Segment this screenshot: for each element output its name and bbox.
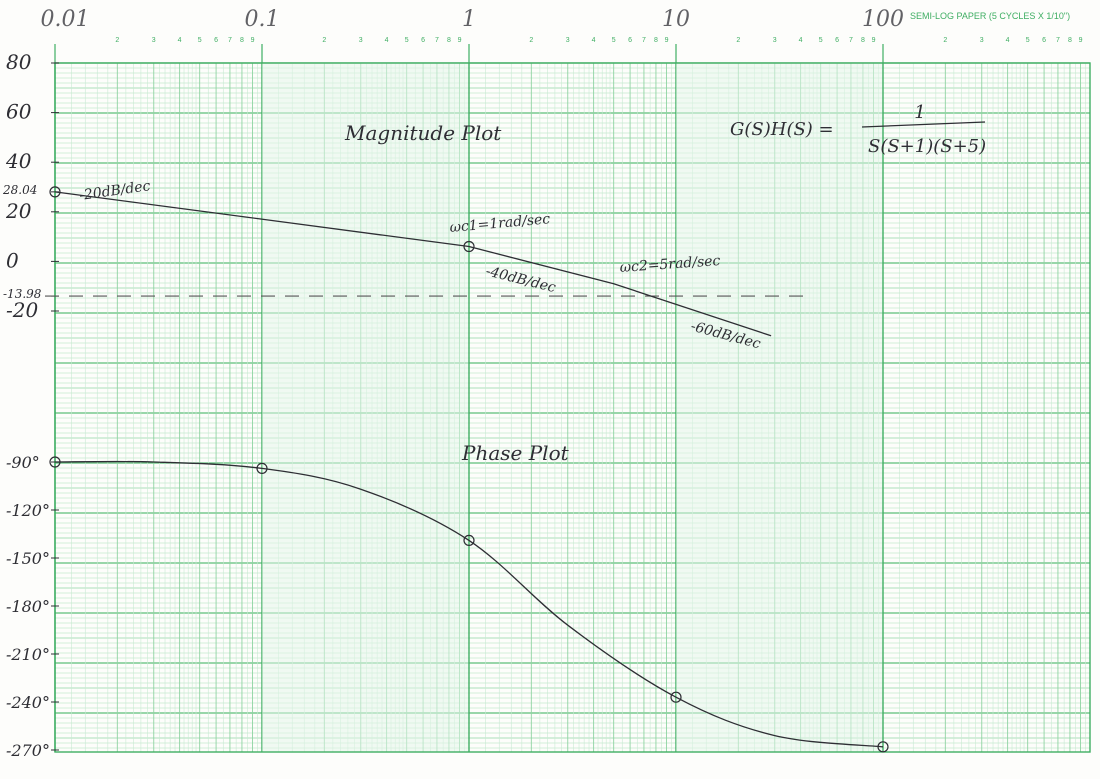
x-tick-label: 0.01	[41, 7, 90, 32]
paper-minor-label: 5	[198, 37, 202, 44]
paper-band	[262, 63, 469, 752]
y-tick-label: 20	[5, 199, 32, 223]
y-tick-label: -120°	[6, 501, 50, 520]
y-tick-label: 60	[6, 100, 32, 124]
paper-label: SEMI-LOG PAPER (5 CYCLES X 1/10")	[910, 11, 1070, 21]
y-tick-label: -90°	[6, 453, 40, 472]
y-tick-label: -240°	[6, 693, 50, 712]
paper-minor-label: 2	[943, 37, 947, 44]
y-tick-label: 28.04	[2, 183, 37, 197]
paper-minor-label: 2	[115, 37, 119, 44]
x-tick-label: 100	[862, 7, 904, 32]
paper-minor-label: 2	[736, 37, 740, 44]
paper-minor-label: 5	[1026, 37, 1030, 44]
paper-minor-label: 5	[612, 37, 616, 44]
paper-minor-label: 3	[980, 37, 984, 44]
semi-log-paper: 2345678923456789234567892345678923456789…	[0, 0, 1100, 779]
equation-numerator: 1	[914, 102, 925, 123]
paper-minor-label: 4	[385, 37, 389, 44]
y-tick-label: -180°	[6, 597, 50, 616]
paper-minor-label: 9	[458, 37, 462, 44]
paper-minor-label: 6	[628, 37, 632, 44]
y-tick-label: -270°	[6, 741, 50, 760]
paper-minor-label: 8	[447, 37, 451, 44]
paper-minor-label: 8	[654, 37, 658, 44]
paper-minor-label: 9	[251, 37, 255, 44]
paper-minor-label: 7	[1056, 37, 1060, 44]
plot-title: Phase Plot	[461, 441, 570, 465]
plot-title: Magnitude Plot	[344, 121, 502, 145]
paper-minor-label: 3	[359, 37, 363, 44]
paper-minor-label: 9	[1079, 37, 1083, 44]
y-tick-label: -150°	[6, 549, 50, 568]
paper-minor-label: 3	[773, 37, 777, 44]
paper-minor-label: 4	[799, 37, 803, 44]
paper-band	[676, 63, 883, 752]
y-tick-label: 0	[6, 248, 19, 272]
x-tick-label: 10	[662, 7, 690, 32]
paper-minor-label: 9	[872, 37, 876, 44]
paper-minor-label: 5	[819, 37, 823, 44]
paper-minor-label: 9	[665, 37, 669, 44]
paper-minor-label: 4	[178, 37, 182, 44]
paper-minor-label: 8	[1068, 37, 1072, 44]
paper-minor-label: 4	[1006, 37, 1010, 44]
paper-minor-label: 7	[642, 37, 646, 44]
paper-minor-label: 6	[214, 37, 218, 44]
paper-minor-label: 5	[405, 37, 409, 44]
paper-minor-label: 4	[592, 37, 596, 44]
equation-lhs: G(S)H(S) =	[730, 119, 834, 140]
paper-minor-label: 3	[152, 37, 156, 44]
paper-minor-label: 7	[435, 37, 439, 44]
paper-minor-label: 2	[529, 37, 533, 44]
paper-minor-label: 8	[861, 37, 865, 44]
x-tick-label: 1	[462, 7, 476, 32]
paper-minor-label: 8	[240, 37, 244, 44]
x-tick-label: 0.1	[245, 7, 280, 32]
y-tick-label: -210°	[6, 645, 50, 664]
y-tick-label: 80	[6, 50, 32, 74]
paper-minor-label: 7	[228, 37, 232, 44]
paper-minor-label: 7	[849, 37, 853, 44]
paper-minor-label: 3	[566, 37, 570, 44]
paper-minor-label: 2	[322, 37, 326, 44]
y-tick-label: 40	[5, 149, 32, 173]
paper-minor-label: 6	[835, 37, 839, 44]
equation-denominator: S(S+1)(S+5)	[868, 136, 986, 157]
paper-minor-label: 6	[421, 37, 425, 44]
paper-minor-label: 6	[1042, 37, 1046, 44]
y-tick-label: -20	[6, 298, 38, 322]
